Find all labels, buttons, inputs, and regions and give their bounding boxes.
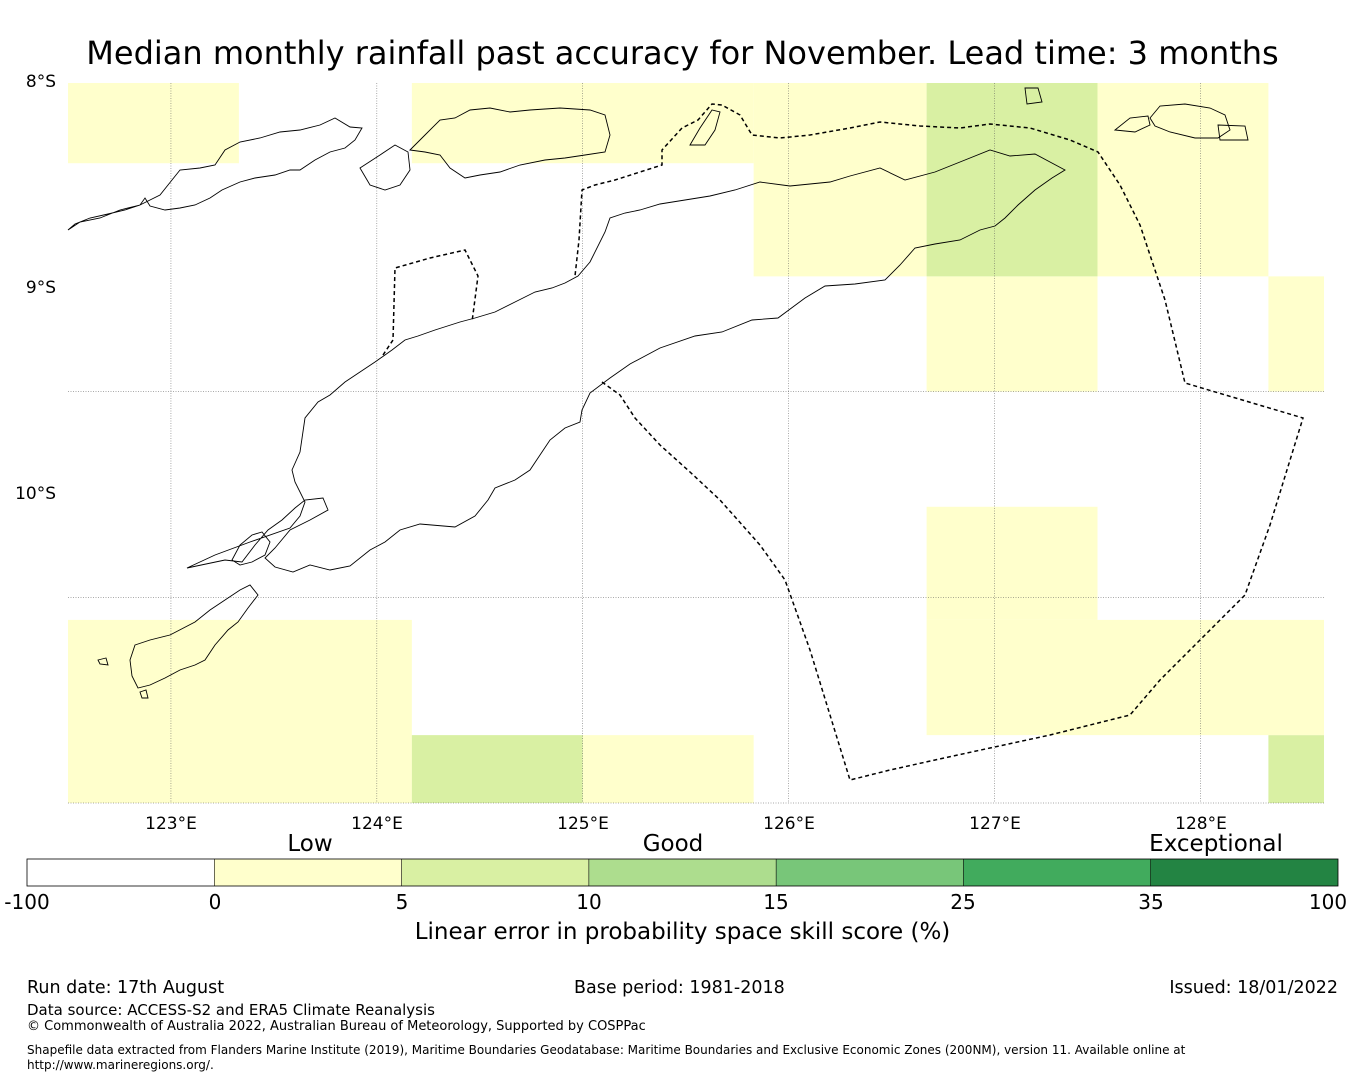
copyright: © Commonwealth of Australia 2022, Austra… [27,1019,646,1034]
colorbar-tick: -100 [4,890,50,914]
lat-label-9s: 9°S [25,278,56,298]
lat-label-8s: 8°S [25,72,56,92]
skill-cell [582,735,754,803]
shapefile-credit: Shapefile data extracted from Flanders M… [27,1043,1186,1057]
colorbar [26,858,1339,887]
category-exceptional: Exceptional [1149,831,1283,857]
coastline-lakor-island [1217,124,1249,141]
colorbar-label: Linear error in probability space skill … [414,919,951,945]
skill-cell [926,619,1324,736]
skill-cells [68,83,1324,803]
colorbar-tick: 15 [763,890,789,914]
skill-cell [926,83,1098,277]
shapefile-url: http://www.marineregions.org/. [27,1058,214,1072]
map-title: Median monthly rainfall past accuracy fo… [86,34,1279,72]
coastline-wetar-island [1113,115,1151,133]
coastline-alor-island [409,107,611,179]
colorbar-segment [401,859,589,886]
colorbar-segment [963,859,1151,886]
coastline-semau-island [231,531,271,566]
colorbar-tick: 35 [1138,890,1164,914]
coastline-leti-island [1149,103,1231,139]
issued-date: Issued: 18/01/2022 [1169,978,1338,998]
lat-label-10s: 10°S [15,484,56,504]
skill-cell [1268,735,1324,803]
timor-leste-eez-boundary [574,103,1304,781]
run-date: Run date: 17th August [27,978,225,998]
oecusse-enclave-boundary [382,249,479,356]
category-good: Good [642,831,704,857]
data-source: Data source: ACCESS-S2 and ERA5 Climate … [27,1001,435,1019]
colorbar-segment [588,859,777,886]
colorbar-tick: 5 [395,890,409,914]
skill-cell [68,619,412,803]
colorbar-segment [776,859,964,886]
skill-cell [926,506,1098,620]
coastline-flores-island [67,117,363,231]
lon-label-124e: 124°E [351,814,403,834]
lon-label-125e: 125°E [557,814,609,834]
coastline [67,87,1249,699]
coastline-pantar-island [359,144,411,191]
maritime-boundary [382,103,1304,781]
colorbar-tick: 10 [576,890,602,914]
colorbar-segment [27,859,215,886]
lon-label-126e: 126°E [763,814,815,834]
lon-label-128e: 128°E [1175,814,1227,834]
colorbar-segment [214,859,402,886]
coastline-timor-island [186,149,1066,573]
coastline-kisar-island [1024,87,1043,105]
skill-cell [1268,276,1324,392]
coastline-rote-island [129,584,259,689]
graticule [68,83,1324,804]
skill-cell [753,83,927,277]
colorbar-border [26,858,1339,887]
coastline-sabu-island [139,689,149,699]
skill-cell [68,83,239,164]
skill-cell [411,735,583,803]
category-low: Low [287,831,333,857]
colorbar-tick: 25 [950,890,976,914]
coastline-ndao-island [97,657,109,666]
skill-cell [926,276,1098,392]
colorbar-tick: 0 [208,890,222,914]
colorbar-tick: 100 [1308,890,1348,914]
coastline-atauro-island [689,109,721,146]
base-period: Base period: 1981-2018 [574,978,785,998]
lon-label-123e: 123°E [145,814,197,834]
colorbar-segment [1150,859,1338,886]
lon-label-127e: 127°E [969,814,1021,834]
skill-cell [1097,83,1269,277]
